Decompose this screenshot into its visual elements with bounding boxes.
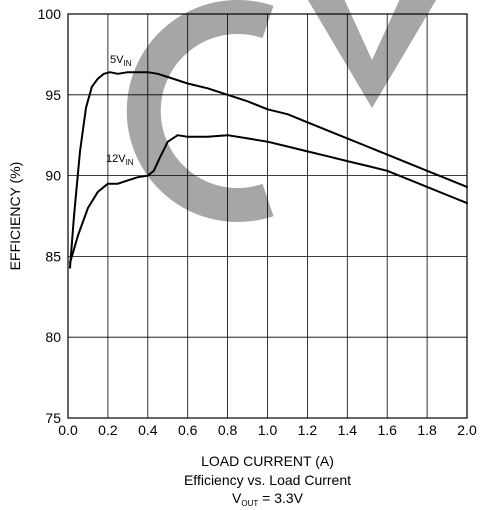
y-tick-label: 90	[45, 168, 61, 184]
x-tick-label: 0.0	[58, 422, 78, 438]
y-tick-label: 75	[45, 410, 61, 426]
x-tick-label: 0.6	[178, 422, 198, 438]
y-tick-label: 85	[45, 248, 61, 264]
plot-frame	[67, 13, 468, 419]
x-tick-label: 1.8	[417, 422, 437, 438]
watermark-chevron	[307, 0, 437, 108]
x-tick-label: 1.6	[377, 422, 397, 438]
grid	[68, 14, 467, 418]
caption-title: Efficiency vs. Load Current	[184, 472, 351, 488]
watermark-logo	[126, 0, 437, 222]
series-line-12vin	[69, 134, 468, 264]
x-tick-label: 1.2	[298, 422, 318, 438]
caption-vout: VOUT = 3.3V	[232, 490, 304, 508]
x-tick-label: 2.0	[457, 422, 477, 438]
y-axis-label: EFFICIENCY (%)	[7, 162, 23, 271]
x-tick-label: 0.4	[138, 422, 158, 438]
y-tick-labels: 75 80 85 90 95 100	[38, 6, 62, 426]
x-tick-label: 0.8	[218, 422, 238, 438]
x-tick-label: 0.2	[98, 422, 118, 438]
series-label-5vin: 5VIN	[110, 54, 132, 68]
y-tick-label: 80	[45, 329, 61, 345]
series-label-12vin: 12VIN	[106, 153, 134, 167]
x-axis-label: LOAD CURRENT (A)	[201, 453, 334, 469]
series-line-5vin	[69, 71, 468, 269]
y-tick-label: 100	[38, 6, 62, 22]
x-tick-labels: 0.0 0.2 0.4 0.6 0.8 1.0 1.2 1.4 1.6 1.8 2.0	[58, 422, 477, 438]
x-tick-label: 1.0	[258, 422, 278, 438]
series-layer	[69, 71, 468, 269]
watermark-ring	[126, 0, 274, 222]
y-tick-label: 95	[45, 87, 61, 103]
x-tick-label: 1.4	[338, 422, 358, 438]
